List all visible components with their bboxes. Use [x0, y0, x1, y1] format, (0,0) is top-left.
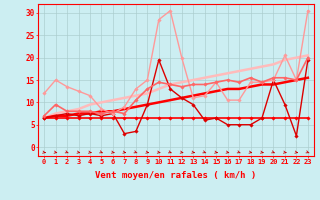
- X-axis label: Vent moyen/en rafales ( km/h ): Vent moyen/en rafales ( km/h ): [95, 171, 257, 180]
